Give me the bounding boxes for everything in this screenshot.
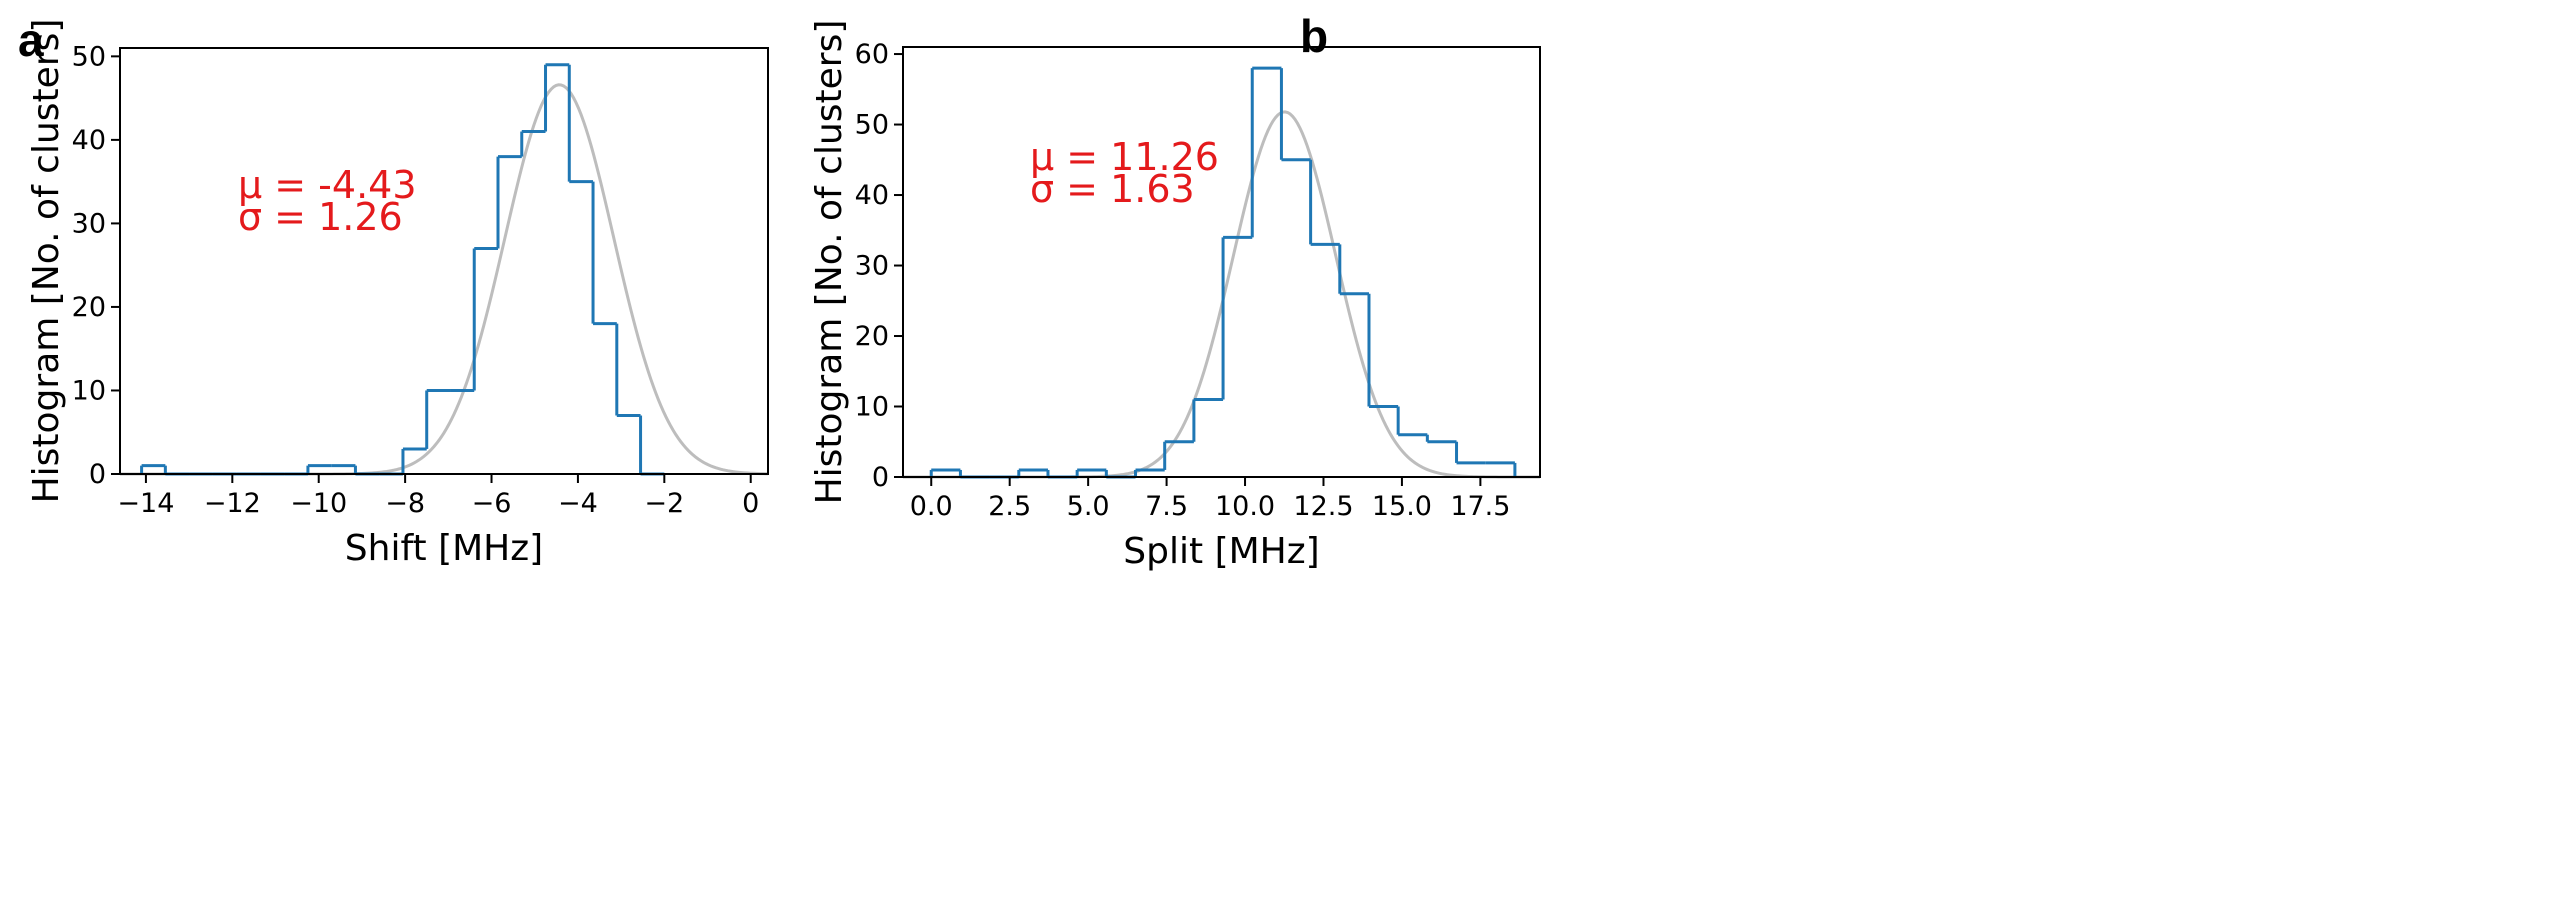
panel-b-mu-annotation: μ = 11.26	[1030, 135, 1219, 179]
x-tick-label: −14	[117, 488, 174, 519]
x-tick-label: 0.0	[910, 491, 953, 522]
x-tick-label: 7.5	[1145, 491, 1188, 522]
x-tick-label: 0	[742, 488, 759, 519]
x-tick-label: −8	[385, 488, 425, 519]
y-tick-label: 50	[855, 110, 889, 141]
x-tick-label: 17.5	[1450, 491, 1510, 522]
x-tick-label: −2	[644, 488, 684, 519]
panel-a-mu-annotation: μ = -4.43	[238, 163, 417, 207]
panel-a-plot-frame	[119, 47, 769, 475]
panel-a-x-axis-label: Shift [MHz]	[345, 528, 543, 569]
panel-b-histogram	[929, 66, 1517, 479]
y-tick-label: 0	[872, 462, 889, 493]
panel-b-y-axis: 0 10 20 30 40 50 60	[855, 39, 903, 493]
panel-b: b 0.0 2.5 5.0 7.5 10.0 12.5 15.0 17.5 0 10 20 30 40…	[809, 10, 1541, 572]
panel-a-sigma-annotation: σ = 1.26	[238, 195, 403, 239]
x-tick-label: −12	[204, 488, 261, 519]
x-tick-label: −6	[472, 488, 512, 519]
y-tick-label: 0	[89, 459, 106, 490]
panel-a-y-axis: 0 10 20 30 40 50	[72, 41, 120, 490]
y-tick-label: 40	[72, 125, 106, 156]
panel-b-plot-frame	[902, 46, 1541, 478]
x-tick-label: 10.0	[1215, 491, 1275, 522]
y-tick-label: 10	[72, 375, 106, 406]
x-tick-label: 15.0	[1372, 491, 1432, 522]
y-tick-label: 40	[855, 180, 889, 211]
panel-b-y-axis-label: Histogram [No. of clusters]	[809, 20, 850, 505]
x-tick-label: 2.5	[988, 491, 1031, 522]
panel-a-letter: a	[18, 14, 44, 66]
y-tick-label: 50	[72, 41, 106, 72]
y-tick-label: 20	[72, 292, 106, 323]
x-tick-label: −10	[290, 488, 347, 519]
y-tick-label: 30	[855, 251, 889, 282]
panel-a-x-axis: −14 −12 −10 −8 −6 −4 −2 0	[117, 474, 759, 519]
y-tick-label: 60	[855, 39, 889, 70]
panel-a: a −14 −12 −10 −8 −6 −4 −2 0 0 10 20 30 40 50 Shift […	[18, 14, 769, 569]
y-tick-label: 30	[72, 208, 106, 239]
panel-b-x-axis-label: Split [MHz]	[1123, 531, 1319, 572]
y-tick-label: 20	[855, 321, 889, 352]
y-tick-label: 10	[855, 392, 889, 423]
panel-b-letter: b	[1300, 10, 1328, 62]
panel-b-x-axis: 0.0 2.5 5.0 7.5 10.0 12.5 15.0 17.5	[910, 477, 1510, 522]
x-tick-label: −4	[558, 488, 598, 519]
x-tick-label: 12.5	[1293, 491, 1353, 522]
panel-b-sigma-annotation: σ = 1.63	[1030, 167, 1195, 211]
x-tick-label: 5.0	[1067, 491, 1110, 522]
panel-a-y-axis-label: Histogram [No. of clusters]	[26, 19, 67, 504]
